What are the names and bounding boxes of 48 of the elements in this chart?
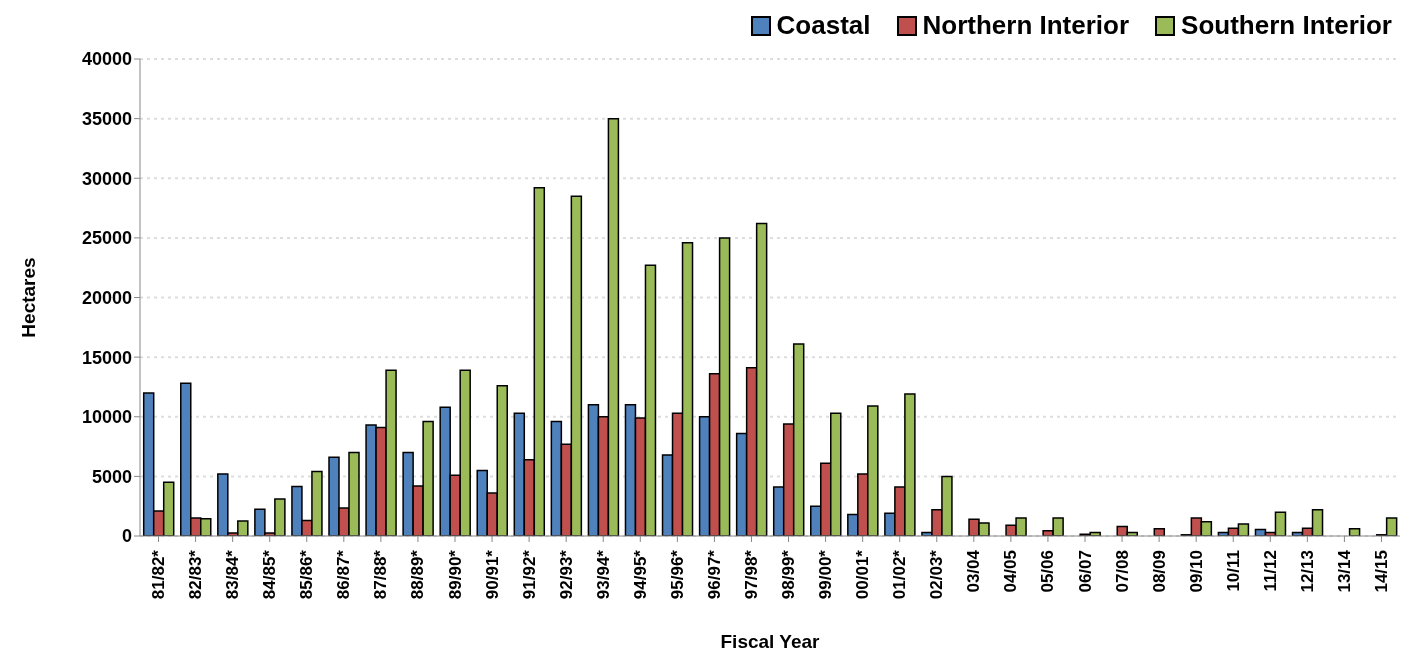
y-tick-label: 10000 <box>81 407 132 428</box>
x-tick-label: 88/89* <box>408 549 428 600</box>
x-axis-title: Fiscal Year <box>720 631 821 652</box>
y-tick-label: 40000 <box>81 49 132 70</box>
legend-label: Northern Interior <box>921 10 1130 41</box>
y-tick-label: 20000 <box>81 287 132 308</box>
x-tick-label: 03/04 <box>964 549 984 593</box>
x-tick-label: 14/15 <box>1371 550 1391 593</box>
x-tick-label: 11/12 <box>1260 550 1280 592</box>
x-tick-label: 01/02* <box>890 549 910 600</box>
x-tick-label: 05/06 <box>1038 550 1058 593</box>
y-tick-label: 35000 <box>81 109 132 130</box>
x-tick-label: 82/83* <box>186 549 206 600</box>
x-tick-label: 83/84* <box>223 549 243 600</box>
x-tick-label: 99/00* <box>816 549 836 600</box>
y-tick-label: 30000 <box>81 168 132 189</box>
x-tick-label: 97/98* <box>741 549 761 600</box>
legend-label: Coastal <box>775 10 871 41</box>
y-tick-label: 15000 <box>81 347 132 368</box>
x-tick-label: 96/97* <box>704 549 724 600</box>
x-tick-label: 81/82* <box>149 549 169 600</box>
x-tick-label: 07/08 <box>1112 550 1132 593</box>
x-tick-label: 98/99* <box>779 549 799 600</box>
y-tick-label: 0 <box>121 526 132 547</box>
x-tick-label: 12/13 <box>1297 550 1317 593</box>
x-tick-label: 06/07 <box>1075 550 1095 593</box>
x-tick-label: 87/88* <box>371 549 391 600</box>
x-tick-label: 94/95* <box>630 549 650 600</box>
x-tick-label: 93/94* <box>593 549 613 600</box>
y-axis-title: Hectares <box>17 257 39 338</box>
x-tick-label: 91/92* <box>519 549 539 600</box>
y-tick-label: 25000 <box>81 228 132 249</box>
x-tick-label: 89/90* <box>445 549 465 600</box>
x-tick-label: 02/03* <box>927 549 947 600</box>
x-tick-label: 92/93* <box>556 549 576 600</box>
x-tick-label: 95/96* <box>667 549 687 600</box>
x-tick-label: 86/87* <box>334 549 354 600</box>
x-tick-label: 04/05 <box>1001 550 1021 593</box>
x-tick-label: 09/10 <box>1186 550 1206 593</box>
x-tick-label: 10/11 <box>1223 550 1243 592</box>
x-tick-label: 90/91* <box>482 549 502 600</box>
x-tick-label: 13/14 <box>1334 549 1354 593</box>
x-tick-label: 00/01* <box>853 549 873 600</box>
x-tick-label: 08/09 <box>1149 550 1169 593</box>
y-tick-label: 5000 <box>91 466 132 487</box>
x-tick-label: 84/85* <box>260 549 280 600</box>
legend-label: Southern Interior <box>1180 10 1392 41</box>
x-tick-label: 85/86* <box>297 549 317 600</box>
